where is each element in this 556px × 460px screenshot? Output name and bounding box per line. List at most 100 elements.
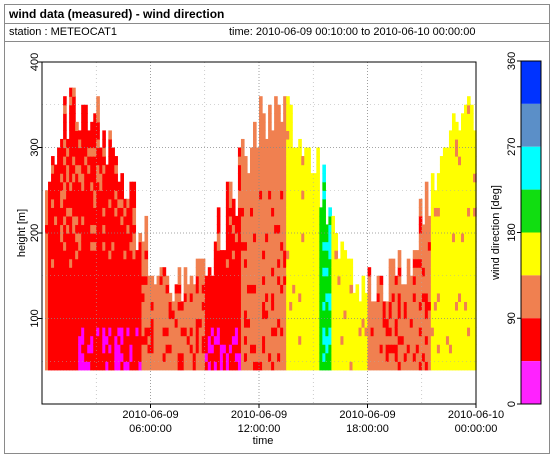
heatmap-cell	[337, 361, 342, 371]
heatmap-cell	[66, 318, 70, 328]
heatmap-cell	[105, 352, 109, 362]
heatmap-cell	[295, 309, 299, 320]
heatmap-cell	[256, 198, 260, 208]
heatmap-cell	[445, 241, 450, 251]
heatmap-cell	[234, 224, 239, 234]
heatmap-cell	[105, 284, 109, 294]
heatmap-cell	[280, 352, 284, 362]
heatmap-cell	[120, 250, 124, 260]
heatmap-cell	[84, 292, 88, 302]
heatmap-cell	[464, 335, 468, 345]
heatmap-cell	[108, 147, 112, 157]
heatmap-cell	[45, 267, 49, 277]
heatmap-cell	[250, 361, 254, 371]
heatmap-cell	[66, 361, 70, 371]
heatmap-cell	[165, 344, 170, 354]
heatmap-cell	[268, 104, 272, 114]
heatmap-cell	[228, 327, 233, 337]
heatmap-cell	[240, 318, 245, 328]
heatmap-cell	[397, 361, 402, 371]
heatmap-cell	[307, 181, 311, 191]
heatmap-cell	[328, 327, 332, 337]
heatmap-cell	[289, 327, 293, 337]
heatmap-cell	[72, 361, 76, 371]
heatmap-cell	[322, 284, 326, 294]
heatmap-cell	[388, 292, 393, 302]
heatmap-cell	[96, 215, 100, 226]
heatmap-cell	[186, 318, 191, 328]
heatmap-cell	[69, 275, 73, 285]
heatmap-cell	[81, 318, 85, 328]
heatmap-cell	[99, 327, 103, 337]
heatmap-cell	[355, 327, 360, 337]
heatmap-cell	[63, 292, 67, 302]
heatmap-cell	[240, 309, 245, 320]
heatmap-cell	[228, 301, 233, 311]
heatmap-cell	[286, 164, 290, 174]
heatmap-cell	[228, 344, 233, 354]
heatmap-cell	[461, 250, 465, 260]
heatmap-cell	[286, 352, 290, 362]
heatmap-cell	[367, 275, 372, 285]
heatmap-cell	[60, 190, 64, 200]
heatmap-cell	[467, 309, 471, 320]
heatmap-cell	[60, 309, 64, 320]
heatmap-cell	[445, 207, 450, 217]
heatmap-cell	[51, 292, 55, 302]
heatmap-cell	[54, 224, 58, 234]
heatmap-cell	[292, 147, 296, 157]
heatmap-cell	[458, 361, 462, 371]
heatmap-cell	[240, 173, 245, 183]
heatmap-cell	[289, 207, 293, 217]
heatmap-cell	[99, 318, 103, 328]
heatmap-cell	[195, 267, 200, 277]
heatmap-cell	[464, 181, 468, 191]
heatmap-cell	[105, 173, 109, 183]
heatmap-cell	[186, 292, 191, 302]
heatmap-cell	[84, 156, 88, 166]
heatmap-cell	[298, 327, 302, 337]
colorbar-tick-label: 270	[506, 138, 518, 156]
heatmap-cell	[307, 318, 311, 328]
colorbar-tick-label: 180	[506, 223, 518, 241]
heatmap-cell	[240, 241, 245, 251]
heatmap-cell	[120, 284, 124, 294]
heatmap-cell	[246, 318, 251, 328]
heatmap-cell	[280, 250, 284, 260]
heatmap-cell	[102, 352, 106, 362]
heatmap-cell	[150, 284, 155, 294]
heatmap-cell	[310, 224, 314, 234]
heatmap-cell	[451, 207, 456, 217]
heatmap-cell	[147, 284, 152, 294]
heatmap-cell	[90, 284, 94, 294]
heatmap-cell	[105, 267, 109, 277]
heatmap-cell	[340, 335, 345, 345]
heatmap-cell	[418, 284, 423, 294]
heatmap-cell	[283, 327, 287, 337]
heatmap-cell	[331, 344, 335, 354]
heatmap-cell	[60, 164, 64, 174]
heatmap-cell	[461, 241, 465, 251]
heatmap-cell	[111, 173, 115, 183]
heatmap-cell	[126, 233, 131, 243]
heatmap-cell	[253, 250, 257, 260]
heatmap-cell	[132, 215, 137, 226]
heatmap-cell	[394, 327, 399, 337]
heatmap-cell	[421, 344, 426, 354]
heatmap-cell	[436, 275, 441, 285]
heatmap-cell	[102, 130, 106, 140]
heatmap-cell	[286, 215, 290, 226]
heatmap-cell	[102, 361, 106, 371]
heatmap-cell	[66, 250, 70, 260]
heatmap-cell	[310, 233, 314, 243]
heatmap-cell	[307, 241, 311, 251]
heatmap-cell	[436, 352, 441, 362]
heatmap-cell	[286, 250, 290, 260]
heatmap-cell	[361, 352, 366, 362]
heatmap-cell	[253, 164, 257, 174]
heatmap-cell	[406, 292, 411, 302]
heatmap-cell	[454, 241, 459, 251]
heatmap-cell	[451, 156, 456, 166]
heatmap-cell	[262, 267, 266, 277]
heatmap-cell	[283, 224, 287, 234]
